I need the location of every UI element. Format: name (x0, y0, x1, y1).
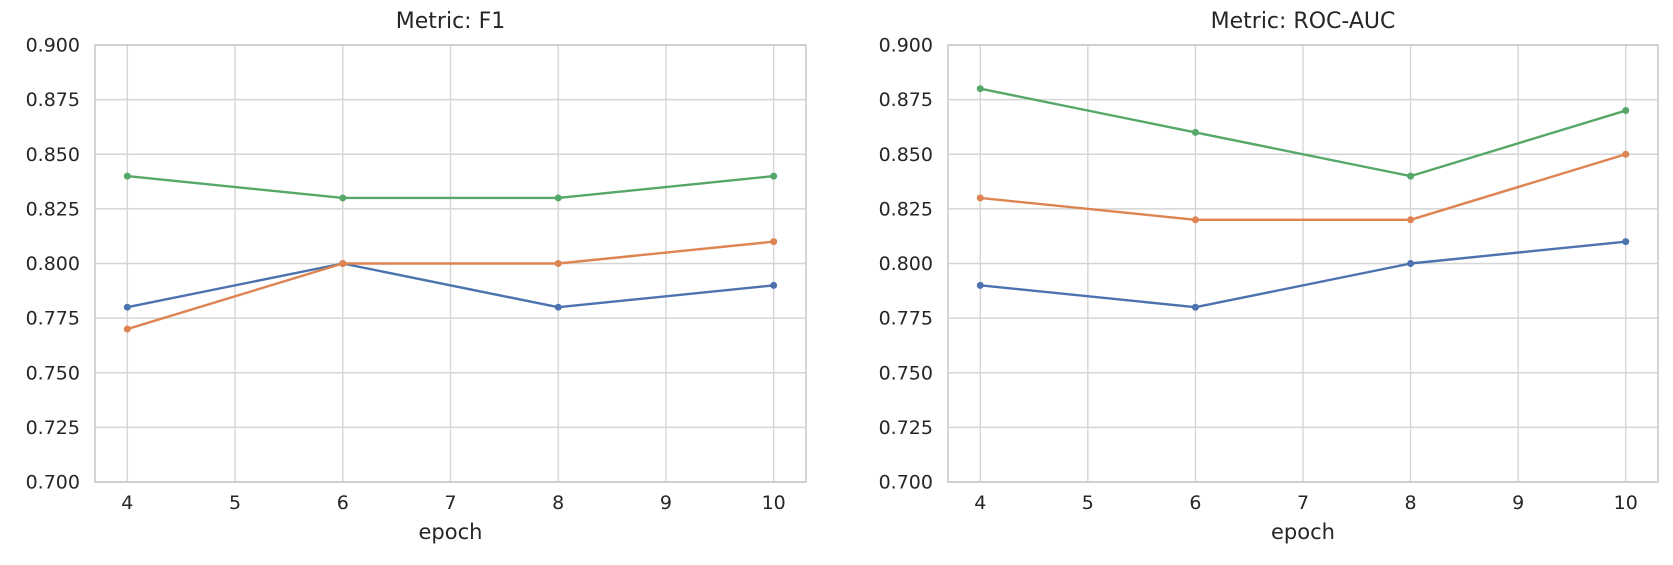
x-tick-label: 4 (974, 492, 986, 514)
chart-panel-f1: Metric: F1 0.700 0.725 0.750 0.775 0.800 0.82… (0, 0, 836, 565)
x-tick-label: 10 (762, 492, 786, 514)
x-tick-label: 10 (1614, 492, 1638, 514)
y-tick-label: 0.775 (879, 308, 933, 330)
y-tick-label: 0.750 (26, 362, 80, 384)
marker-series-orange (976, 194, 984, 202)
y-tick-label: 0.725 (26, 417, 80, 439)
line-series-orange (979, 153, 1627, 222)
y-tick-label: 0.825 (879, 198, 933, 220)
marker-series-orange (123, 325, 131, 333)
x-tick-label: 5 (229, 492, 241, 514)
y-tick-label: 0.875 (879, 89, 933, 111)
x-tick-label: 6 (1189, 492, 1201, 514)
x-tick-label: 7 (1297, 492, 1309, 514)
marker-series-orange (1622, 150, 1630, 158)
x-tick-label: 8 (1405, 492, 1417, 514)
y-tick-label: 0.825 (26, 198, 80, 220)
marker-series-orange (554, 260, 562, 267)
x-axis-label: epoch (1271, 520, 1335, 544)
x-axis-label: epoch (418, 520, 483, 544)
y-tick-label: 0.725 (879, 417, 933, 439)
roc-auc-plot-area: 0.700 0.725 0.750 0.775 0.800 0.825 0.850 0.875… (879, 35, 1659, 514)
y-tick-label: 0.775 (26, 308, 80, 330)
marker-series-green (1407, 172, 1415, 180)
line-series-green (126, 174, 775, 200)
marker-series-blue (554, 303, 562, 311)
marker-series-blue (770, 281, 778, 289)
marker-series-orange (1191, 216, 1199, 224)
y-tick-label: 0.875 (26, 89, 80, 111)
marker-series-orange (339, 260, 347, 267)
y-tick-label: 0.850 (26, 144, 80, 166)
chart-title: Metric: ROC-AUC (1210, 9, 1396, 34)
y-tick-label: 0.800 (879, 253, 933, 275)
marker-series-green (1191, 128, 1199, 136)
marker-series-blue (1191, 303, 1199, 311)
x-tick-label: 9 (1512, 492, 1524, 514)
chart-panel-roc-auc: Metric: ROC-AUC 0.700 0.725 0.750 0.775 0.80… (837, 0, 1673, 565)
y-tick-label: 0.750 (879, 362, 933, 384)
marker-series-blue (1622, 238, 1630, 246)
y-tick-label: 0.800 (26, 253, 80, 275)
marker-series-blue (976, 281, 984, 289)
y-tick-label: 0.700 (26, 472, 80, 494)
x-tick-label: 4 (121, 492, 133, 514)
marker-series-green (123, 172, 131, 180)
y-tick-label: 0.700 (879, 472, 933, 494)
x-tick-label: 9 (660, 492, 672, 514)
x-tick-label: 5 (1082, 492, 1094, 514)
line-series-blue (126, 262, 775, 309)
marker-series-green (339, 194, 347, 202)
marker-series-blue (123, 303, 131, 311)
y-tick-label: 0.900 (879, 35, 933, 57)
marker-series-orange (1407, 216, 1415, 224)
marker-series-orange (770, 238, 778, 246)
x-tick-label: 7 (444, 492, 456, 514)
marker-series-green (1622, 107, 1630, 115)
line-series-blue (979, 240, 1627, 309)
marker-series-green (976, 85, 984, 93)
marker-series-green (770, 172, 778, 180)
y-tick-label: 0.850 (879, 144, 933, 166)
y-tick-label: 0.900 (26, 35, 80, 57)
x-tick-label: 8 (552, 492, 564, 514)
line-series-orange (126, 240, 775, 331)
line-series-green (979, 87, 1627, 178)
marker-series-blue (1407, 260, 1415, 267)
f1-plot-area: 0.700 0.725 0.750 0.775 0.800 0.825 0.850 0.875… (26, 35, 807, 514)
chart-title: Metric: F1 (395, 9, 506, 34)
marker-series-green (554, 194, 562, 202)
x-tick-label: 6 (337, 492, 349, 514)
